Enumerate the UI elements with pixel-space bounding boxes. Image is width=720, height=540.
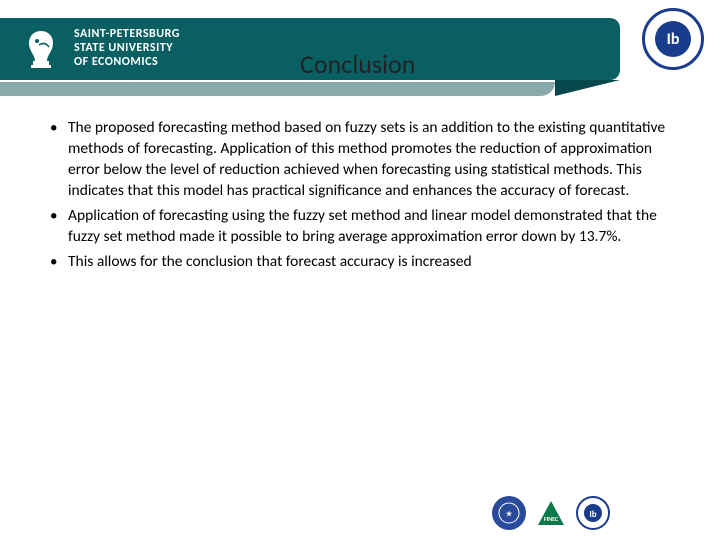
header-bar-shadow [0, 82, 555, 96]
slide-body: The proposed forecasting method based on… [48, 118, 678, 276]
slide-header: SAINT-PETERSBURG STATE UNIVERSITY OF ECO… [0, 0, 720, 100]
bullet-list: The proposed forecasting method based on… [48, 118, 678, 272]
seal-letter: Ib [655, 21, 691, 57]
bullet-item: This allows for the conclusion that fore… [48, 252, 678, 273]
footer-logos: ★ FINEC Ib [492, 496, 610, 530]
svg-text:Ib: Ib [589, 509, 596, 520]
svg-text:★: ★ [506, 509, 513, 518]
corner-seal-icon: Ib [642, 8, 704, 70]
bullet-item: The proposed forecasting method based on… [48, 118, 678, 202]
svg-text:FINEC: FINEC [544, 515, 559, 523]
university-name-line2: STATE UNIVERSITY [74, 42, 180, 56]
university-name: SAINT-PETERSBURG STATE UNIVERSITY OF ECO… [74, 28, 180, 69]
footer-seal-1-icon: ★ [492, 496, 526, 530]
university-crest-icon [18, 26, 64, 72]
slide-title: Conclusion [300, 48, 415, 80]
footer-seal-2-icon: Ib [576, 496, 610, 530]
university-name-line1: SAINT-PETERSBURG [74, 28, 180, 42]
university-name-line3: OF ECONOMICS [74, 56, 180, 70]
footer-triangle-icon: FINEC [536, 498, 566, 528]
header-bar-triangle [555, 80, 620, 96]
bullet-item: Application of forecasting using the fuz… [48, 206, 678, 248]
header-bar: SAINT-PETERSBURG STATE UNIVERSITY OF ECO… [0, 18, 620, 80]
